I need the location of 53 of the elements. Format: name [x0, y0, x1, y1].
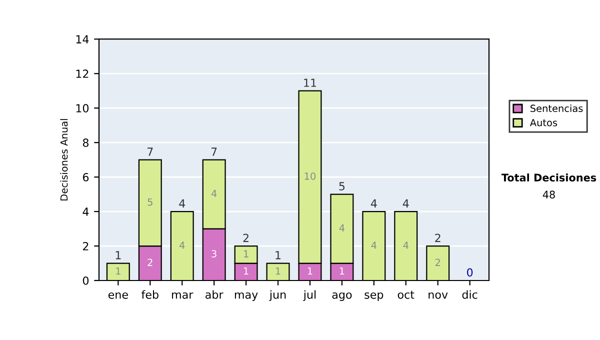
data-label: 5	[148, 198, 152, 206]
legend-label: Autos	[530, 119, 558, 126]
total-label: 1	[276, 251, 281, 260]
total-label: 4	[179, 199, 186, 208]
total-label: 4	[402, 199, 409, 208]
total-label: 5	[339, 182, 345, 190]
data-label: 4	[403, 242, 408, 249]
total-label: 7	[211, 148, 217, 156]
x-tick-label: jul	[303, 290, 316, 301]
x-tick-label: ene	[108, 292, 128, 299]
data-label: 4	[211, 190, 217, 197]
total-label: 2	[243, 234, 248, 242]
data-label: 1	[116, 267, 120, 275]
y-axis-title: Decisiones Anual	[60, 119, 68, 200]
y-tick-label: 2	[83, 242, 88, 250]
total-label: 2	[435, 234, 440, 242]
legend-label: Sentencias	[530, 104, 583, 112]
data-label: 1	[244, 267, 248, 275]
y-tick-label: 8	[82, 138, 89, 147]
x-tick-label: feb	[142, 290, 158, 299]
x-tick-label: jun	[269, 290, 286, 301]
y-tick-label: 4	[82, 208, 89, 216]
data-label: 1	[308, 267, 312, 275]
data-label: 4	[371, 242, 376, 249]
total-label: 4	[370, 199, 377, 208]
total-label: 7	[148, 148, 153, 156]
x-tick-label: mar	[172, 292, 194, 299]
y-tick-label: 6	[82, 173, 89, 182]
y-tick-label: 14	[76, 35, 89, 44]
total-label: 11	[304, 78, 316, 87]
x-tick-label: abr	[206, 290, 224, 299]
x-tick-label: sep	[364, 292, 384, 301]
data-label: 2	[435, 258, 440, 266]
y-tick-label: 10	[76, 104, 89, 112]
total-label: 0	[467, 268, 473, 277]
text: Total Decisiones	[501, 173, 596, 182]
data-label: 1	[244, 250, 248, 258]
x-tick-label: ago	[332, 292, 352, 301]
data-label: 1	[340, 267, 344, 275]
text: 48	[542, 190, 555, 199]
x-tick-label: nov	[428, 292, 448, 299]
data-label: 1	[276, 267, 280, 275]
data-label: 10	[304, 172, 316, 180]
data-label: 2	[148, 258, 152, 266]
y-tick-label: 0	[82, 276, 89, 285]
x-tick-label: may	[234, 292, 258, 301]
data-label: 4	[179, 242, 185, 249]
data-label: 3	[212, 250, 216, 258]
x-tick-label: dic	[462, 290, 478, 299]
y-tick-label: 12	[76, 70, 88, 78]
x-tick-label: oct	[398, 290, 414, 299]
data-label: 4	[339, 224, 344, 232]
total-label: 1	[116, 251, 121, 260]
